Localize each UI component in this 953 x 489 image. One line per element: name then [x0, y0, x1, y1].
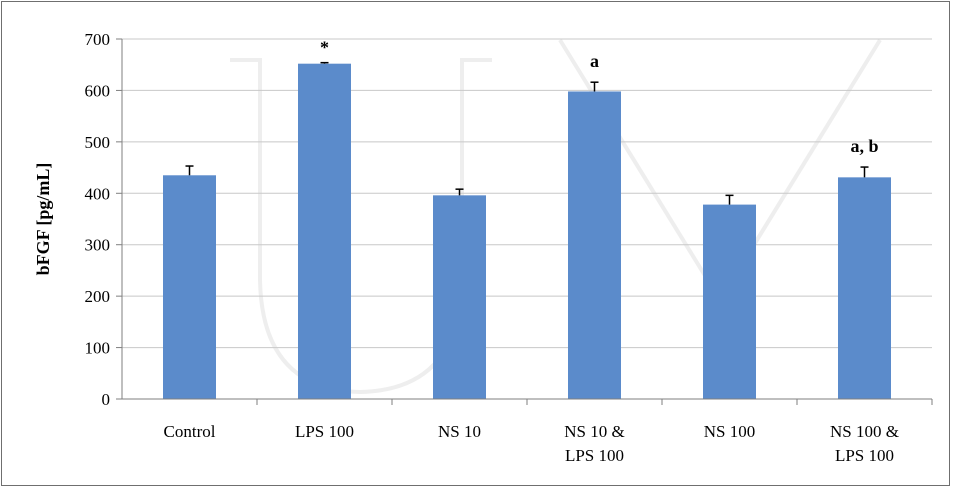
x-tick-labels: Control LPS 100 NS 10 NS 10 & LPS 100 NS 100 N…	[164, 399, 933, 465]
gridlines	[116, 38, 932, 400]
bar	[568, 91, 621, 399]
bars	[163, 63, 891, 399]
y-tick-label: 0	[102, 390, 111, 409]
error-bar	[590, 81, 599, 92]
significance-label: a	[590, 51, 599, 71]
y-tick-label: 400	[85, 184, 111, 203]
significance-label: *	[320, 38, 329, 58]
x-tick-label: NS 10	[438, 422, 481, 441]
y-tick-label: 500	[85, 133, 111, 152]
x-tick-label: Control	[164, 422, 216, 441]
bar	[298, 63, 351, 399]
y-axis-label: bFGF [pg/mL]	[33, 163, 53, 276]
x-tick-label: LPS 100	[835, 446, 894, 465]
y-tick-label: 600	[85, 81, 111, 100]
error-bar	[455, 188, 464, 196]
y-tick-label: 700	[85, 30, 111, 49]
bar	[433, 195, 486, 399]
error-bar	[860, 166, 869, 178]
error-bars	[185, 61, 869, 205]
x-tick-label: LPS 100	[295, 422, 354, 441]
bar	[163, 175, 216, 399]
y-tick-label: 300	[85, 236, 111, 255]
bar	[838, 177, 891, 399]
x-tick-label: NS 100	[704, 422, 755, 441]
y-tick-labels: 0 100 200 300 400 500 600 700	[85, 30, 111, 409]
x-tick-label: LPS 100	[565, 446, 624, 465]
error-bar	[725, 194, 734, 205]
error-bar	[320, 61, 329, 64]
significance-label: a, b	[850, 136, 878, 156]
annotations: * a a, b	[320, 38, 879, 156]
x-tick-label: NS 100 &	[830, 422, 899, 441]
x-tick-label: NS 10 &	[564, 422, 624, 441]
y-tick-label: 100	[85, 339, 111, 358]
bar	[703, 204, 756, 399]
error-bar	[185, 165, 194, 176]
y-tick-label: 200	[85, 287, 111, 306]
